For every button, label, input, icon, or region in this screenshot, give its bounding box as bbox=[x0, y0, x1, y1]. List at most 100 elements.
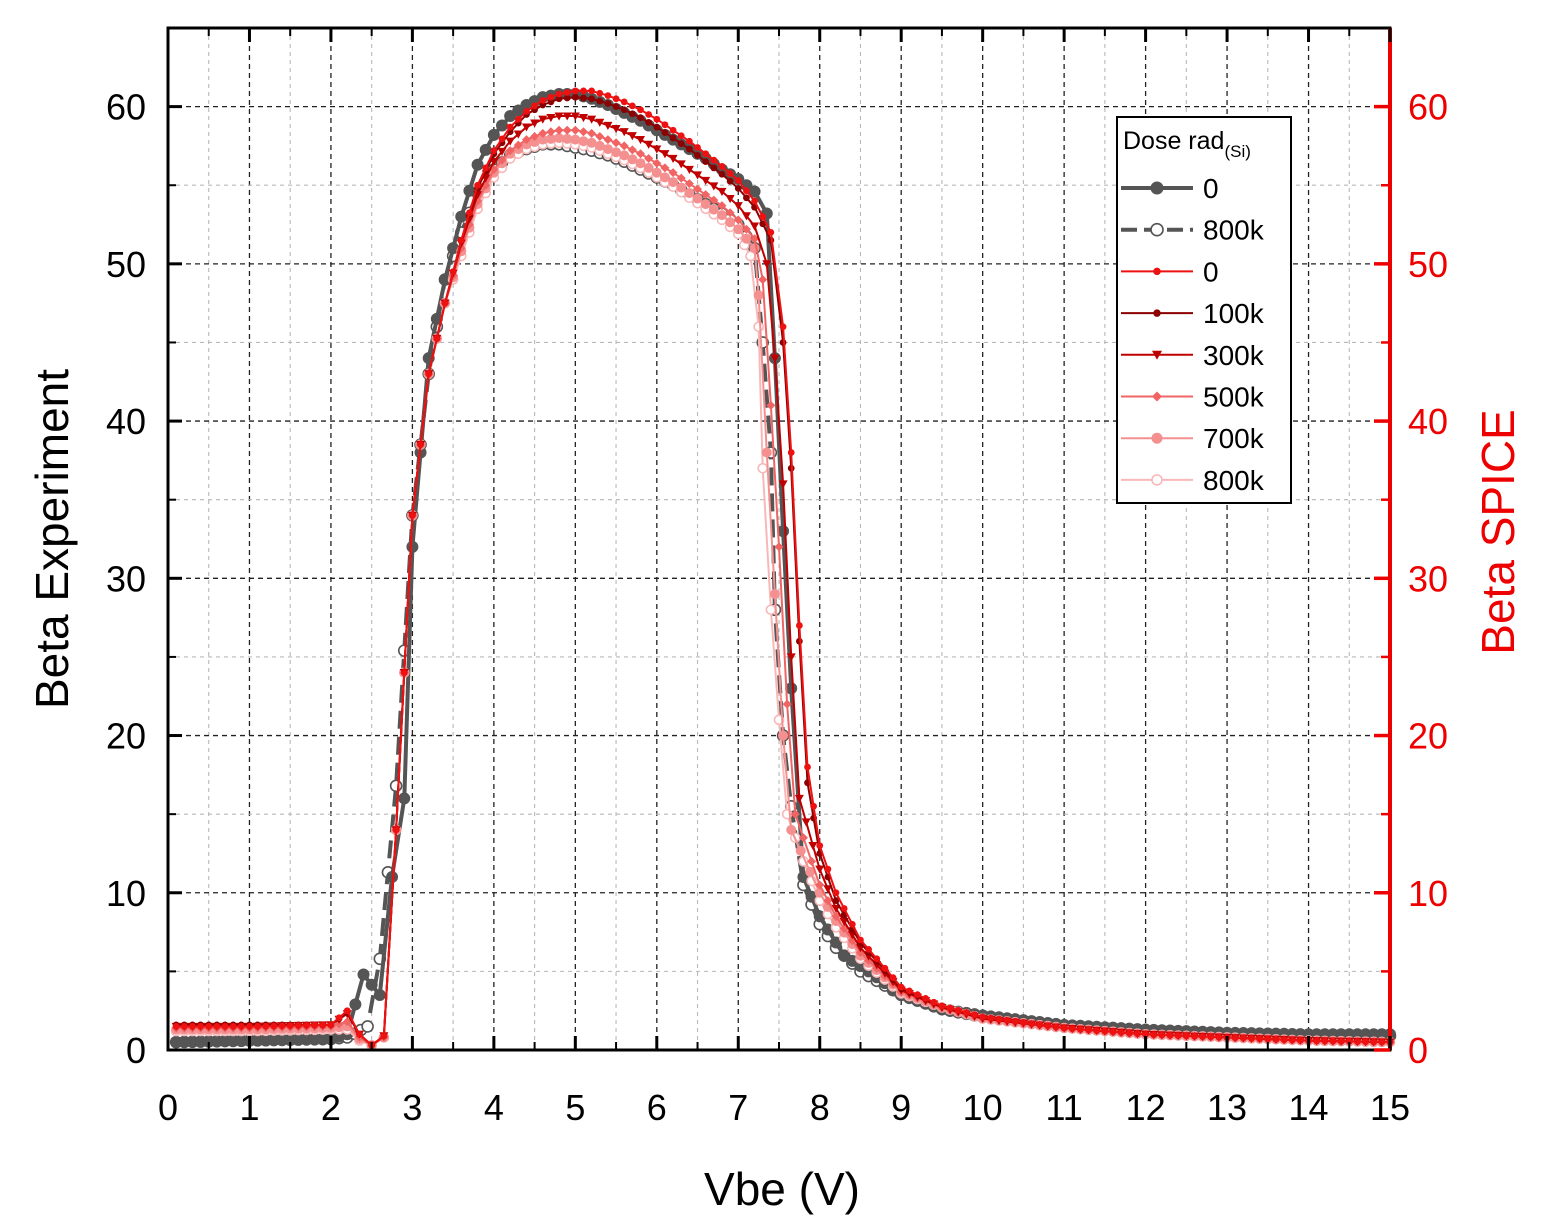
x-tick-label: 11 bbox=[1045, 1087, 1082, 1128]
data-point bbox=[523, 107, 530, 115]
data-point bbox=[914, 991, 921, 999]
legend-title-text: Dose rad bbox=[1123, 127, 1224, 155]
data-point bbox=[815, 865, 825, 874]
data-point bbox=[787, 449, 795, 456]
data-point bbox=[1354, 1038, 1361, 1045]
data-point bbox=[778, 480, 788, 489]
data-point bbox=[824, 865, 832, 873]
data-point bbox=[795, 845, 806, 856]
data-point bbox=[753, 290, 764, 301]
legend-label: 500k bbox=[1203, 382, 1265, 413]
data-point bbox=[513, 130, 523, 139]
data-point bbox=[389, 779, 403, 793]
data-point bbox=[611, 125, 621, 134]
data-point bbox=[652, 145, 662, 154]
data-point bbox=[587, 115, 597, 124]
data-point bbox=[578, 114, 588, 123]
data-point bbox=[466, 209, 473, 217]
y-tick-label-right: 60 bbox=[1408, 87, 1448, 128]
data-point bbox=[733, 215, 743, 225]
x-tick-label: 5 bbox=[565, 1087, 585, 1128]
data-point bbox=[759, 220, 767, 228]
x-tick-label: 12 bbox=[1126, 1087, 1166, 1128]
data-point bbox=[779, 323, 787, 331]
data-point bbox=[1362, 1038, 1369, 1046]
data-point bbox=[1150, 1031, 1158, 1038]
data-point bbox=[588, 95, 596, 103]
x-tick-label: 7 bbox=[728, 1087, 748, 1128]
legend-marker bbox=[1150, 222, 1164, 237]
data-point bbox=[659, 172, 670, 183]
legend-marker bbox=[1151, 432, 1163, 444]
data-point bbox=[831, 904, 841, 913]
y-tick-label-right: 40 bbox=[1408, 401, 1448, 442]
data-point bbox=[686, 137, 693, 145]
legend-label: 800k bbox=[1203, 465, 1265, 496]
legend-entry-spice-0: 0 bbox=[1121, 256, 1219, 287]
data-point bbox=[766, 400, 776, 410]
data-point bbox=[701, 176, 711, 186]
data-point bbox=[718, 162, 726, 170]
data-point bbox=[758, 275, 768, 285]
data-point bbox=[433, 335, 441, 342]
data-point bbox=[652, 158, 662, 168]
data-point bbox=[1297, 1036, 1304, 1044]
data-point bbox=[471, 158, 484, 171]
data-point bbox=[619, 141, 629, 151]
data-point bbox=[702, 150, 710, 158]
data-point bbox=[693, 184, 703, 194]
data-point bbox=[1378, 1038, 1386, 1046]
data-point bbox=[743, 194, 750, 202]
data-point bbox=[562, 133, 573, 144]
data-point bbox=[449, 268, 457, 276]
legend-marker bbox=[1152, 391, 1162, 402]
data-point bbox=[562, 112, 572, 121]
data-point bbox=[335, 1014, 343, 1022]
data-point bbox=[521, 135, 531, 145]
data-point bbox=[669, 126, 677, 134]
x-tick-label: 6 bbox=[647, 1087, 667, 1128]
data-point bbox=[889, 974, 897, 982]
data-point bbox=[693, 171, 703, 180]
data-point bbox=[954, 1007, 962, 1014]
data-point bbox=[563, 89, 571, 96]
data-point bbox=[676, 182, 687, 193]
data-point bbox=[596, 97, 604, 105]
data-point bbox=[578, 127, 588, 137]
data-point bbox=[487, 128, 500, 141]
data-point bbox=[637, 106, 644, 114]
data-point bbox=[1313, 1037, 1321, 1045]
data-point bbox=[627, 145, 637, 155]
data-point bbox=[946, 1004, 954, 1012]
y-tick-label-left: 60 bbox=[106, 87, 146, 128]
data-point bbox=[717, 187, 727, 197]
data-point bbox=[741, 212, 751, 221]
data-point bbox=[725, 217, 736, 228]
data-point bbox=[708, 204, 719, 215]
data-point bbox=[684, 165, 694, 175]
data-point bbox=[1052, 1023, 1060, 1031]
y-tick-label-right: 20 bbox=[1408, 716, 1448, 757]
y-tick-label-left: 40 bbox=[106, 401, 146, 442]
data-point bbox=[612, 103, 620, 110]
x-tick-label: 9 bbox=[891, 1087, 911, 1128]
data-point bbox=[694, 144, 701, 151]
data-point bbox=[1272, 1035, 1280, 1043]
legend-entries: 0 800k 0 100k 300k 500k 700k 800k bbox=[1121, 173, 1265, 496]
data-point bbox=[676, 173, 686, 183]
data-point bbox=[1077, 1025, 1084, 1033]
data-point bbox=[710, 164, 718, 172]
data-point bbox=[595, 118, 605, 127]
legend-marker bbox=[1153, 267, 1161, 276]
data-point bbox=[804, 763, 811, 771]
y-tick-label-right: 10 bbox=[1408, 873, 1448, 914]
data-point bbox=[757, 462, 769, 474]
data-point bbox=[504, 110, 517, 123]
data-point bbox=[1215, 1033, 1223, 1041]
data-point bbox=[505, 137, 515, 146]
legend-entry-spice-300k: 300k bbox=[1121, 340, 1265, 371]
data-point bbox=[832, 889, 840, 897]
data-point bbox=[482, 164, 490, 172]
legend-entry-experiment-0: 0 bbox=[1121, 173, 1219, 204]
x-tick-label: 15 bbox=[1370, 1087, 1410, 1128]
